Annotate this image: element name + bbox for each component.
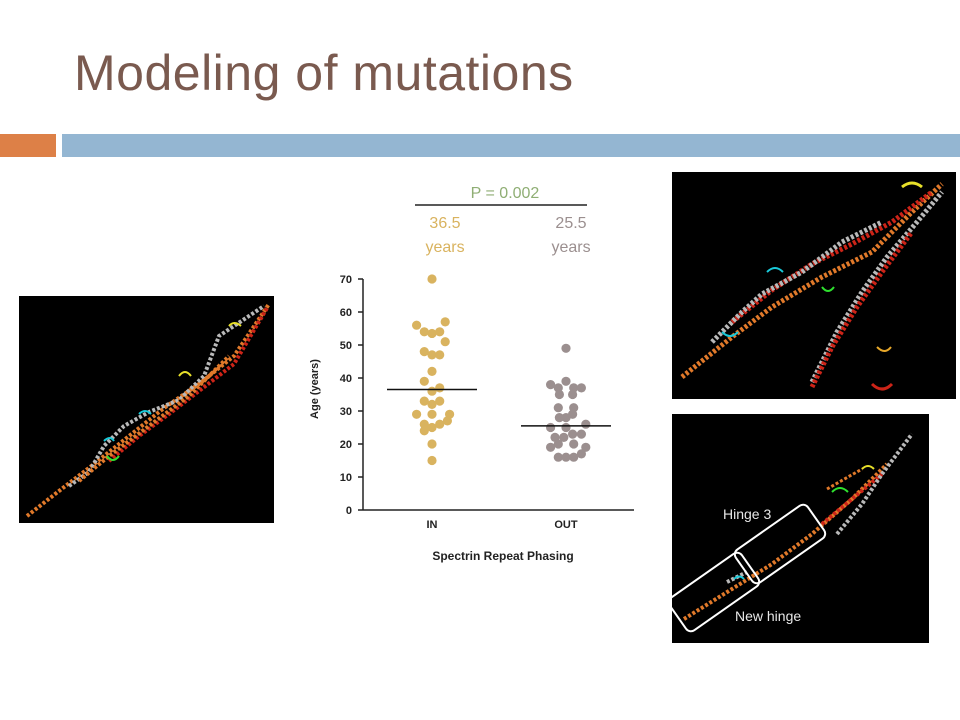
x-axis-title: Spectrin Repeat Phasing: [432, 549, 573, 563]
data-point-in: [412, 320, 422, 330]
data-point-out: [569, 383, 579, 393]
data-point-out: [581, 442, 591, 452]
data-point-out: [576, 449, 587, 459]
y-tick-label: 40: [340, 373, 352, 385]
data-point-in: [427, 399, 437, 409]
data-point-out: [550, 432, 560, 442]
y-tick-label: 50: [340, 340, 352, 352]
protein-helix-image: [25, 302, 271, 518]
y-tick-label: 20: [340, 439, 352, 451]
protein-model-left: [19, 296, 274, 523]
data-point-in: [427, 455, 437, 466]
data-point-out: [569, 403, 579, 413]
data-point-in: [435, 383, 445, 393]
y-tick-label: 10: [340, 472, 352, 484]
data-point-out: [546, 422, 556, 433]
data-point-in: [412, 409, 422, 419]
protein-helix-image: [680, 181, 944, 391]
y-tick-label: 70: [340, 274, 352, 286]
data-point-in: [419, 347, 429, 357]
data-point-in: [440, 337, 450, 347]
data-point-in: [435, 327, 445, 337]
data-point-in: [419, 327, 429, 337]
protein-model-top-right: [672, 172, 956, 399]
data-point-in: [427, 439, 437, 449]
new-hinge-box: [672, 551, 761, 633]
data-point-out: [553, 439, 563, 449]
data-point-out: [581, 419, 591, 429]
data-point-in: [419, 419, 429, 429]
out-median-value: 25.5: [555, 215, 586, 232]
hinge-3-label: Hinge 3: [723, 506, 772, 522]
data-point-in: [419, 376, 429, 386]
data-point-in: [435, 396, 445, 406]
data-point-in: [427, 409, 437, 419]
accent-bar-orange: [0, 134, 56, 157]
x-tick-label-in: IN: [427, 519, 438, 531]
data-point-out: [553, 403, 563, 413]
data-point-out: [569, 452, 579, 462]
x-tick-label-out: OUT: [554, 519, 578, 531]
data-point-in: [440, 317, 450, 327]
data-point-out: [546, 380, 556, 390]
data-point-out: [561, 422, 571, 433]
data-point-in: [427, 366, 437, 376]
data-point-in: [427, 386, 437, 396]
slide-title: Modeling of mutations: [74, 45, 574, 101]
y-tick-label: 0: [346, 505, 352, 517]
data-point-out: [561, 452, 571, 462]
protein-helix-image: [672, 432, 914, 633]
data-point-in: [427, 274, 437, 284]
data-point-out: [561, 413, 571, 423]
in-median-value: 36.5: [429, 215, 460, 232]
data-point-out: [568, 389, 578, 400]
y-tick-label: 60: [340, 307, 352, 319]
data-point-out: [561, 343, 571, 353]
data-point-out: [553, 383, 563, 393]
data-point-out: [561, 376, 571, 386]
data-point-out: [546, 442, 556, 452]
y-tick-label: 30: [340, 406, 352, 418]
data-point-in: [419, 426, 429, 436]
protein-model-bottom-right: Hinge 3 New hinge: [672, 414, 929, 643]
p-value-label: P = 0.002: [471, 185, 540, 202]
accent-bar-blue: [62, 134, 960, 157]
data-point-out: [576, 429, 587, 439]
data-point-in: [427, 328, 437, 339]
data-point-in: [445, 409, 455, 419]
data-point-in: [419, 396, 429, 406]
data-point-out: [554, 389, 565, 400]
data-point-out: [568, 409, 578, 419]
data-point-in: [442, 416, 452, 426]
data-point-out: [576, 383, 587, 393]
data-point-in: [427, 422, 437, 433]
data-point-out: [554, 413, 565, 423]
data-point-out: [559, 432, 569, 442]
hinge-3-box: [733, 503, 827, 585]
data-point-out: [569, 439, 579, 449]
in-median-unit: years: [425, 239, 464, 256]
data-point-out: [568, 429, 578, 439]
new-hinge-label: New hinge: [735, 608, 802, 624]
out-median-unit: years: [551, 239, 590, 256]
data-point-in: [427, 350, 437, 360]
data-point-in: [435, 350, 445, 360]
y-axis-title: Age (years): [309, 359, 321, 419]
data-point-out: [553, 452, 563, 462]
data-point-in: [435, 419, 445, 429]
